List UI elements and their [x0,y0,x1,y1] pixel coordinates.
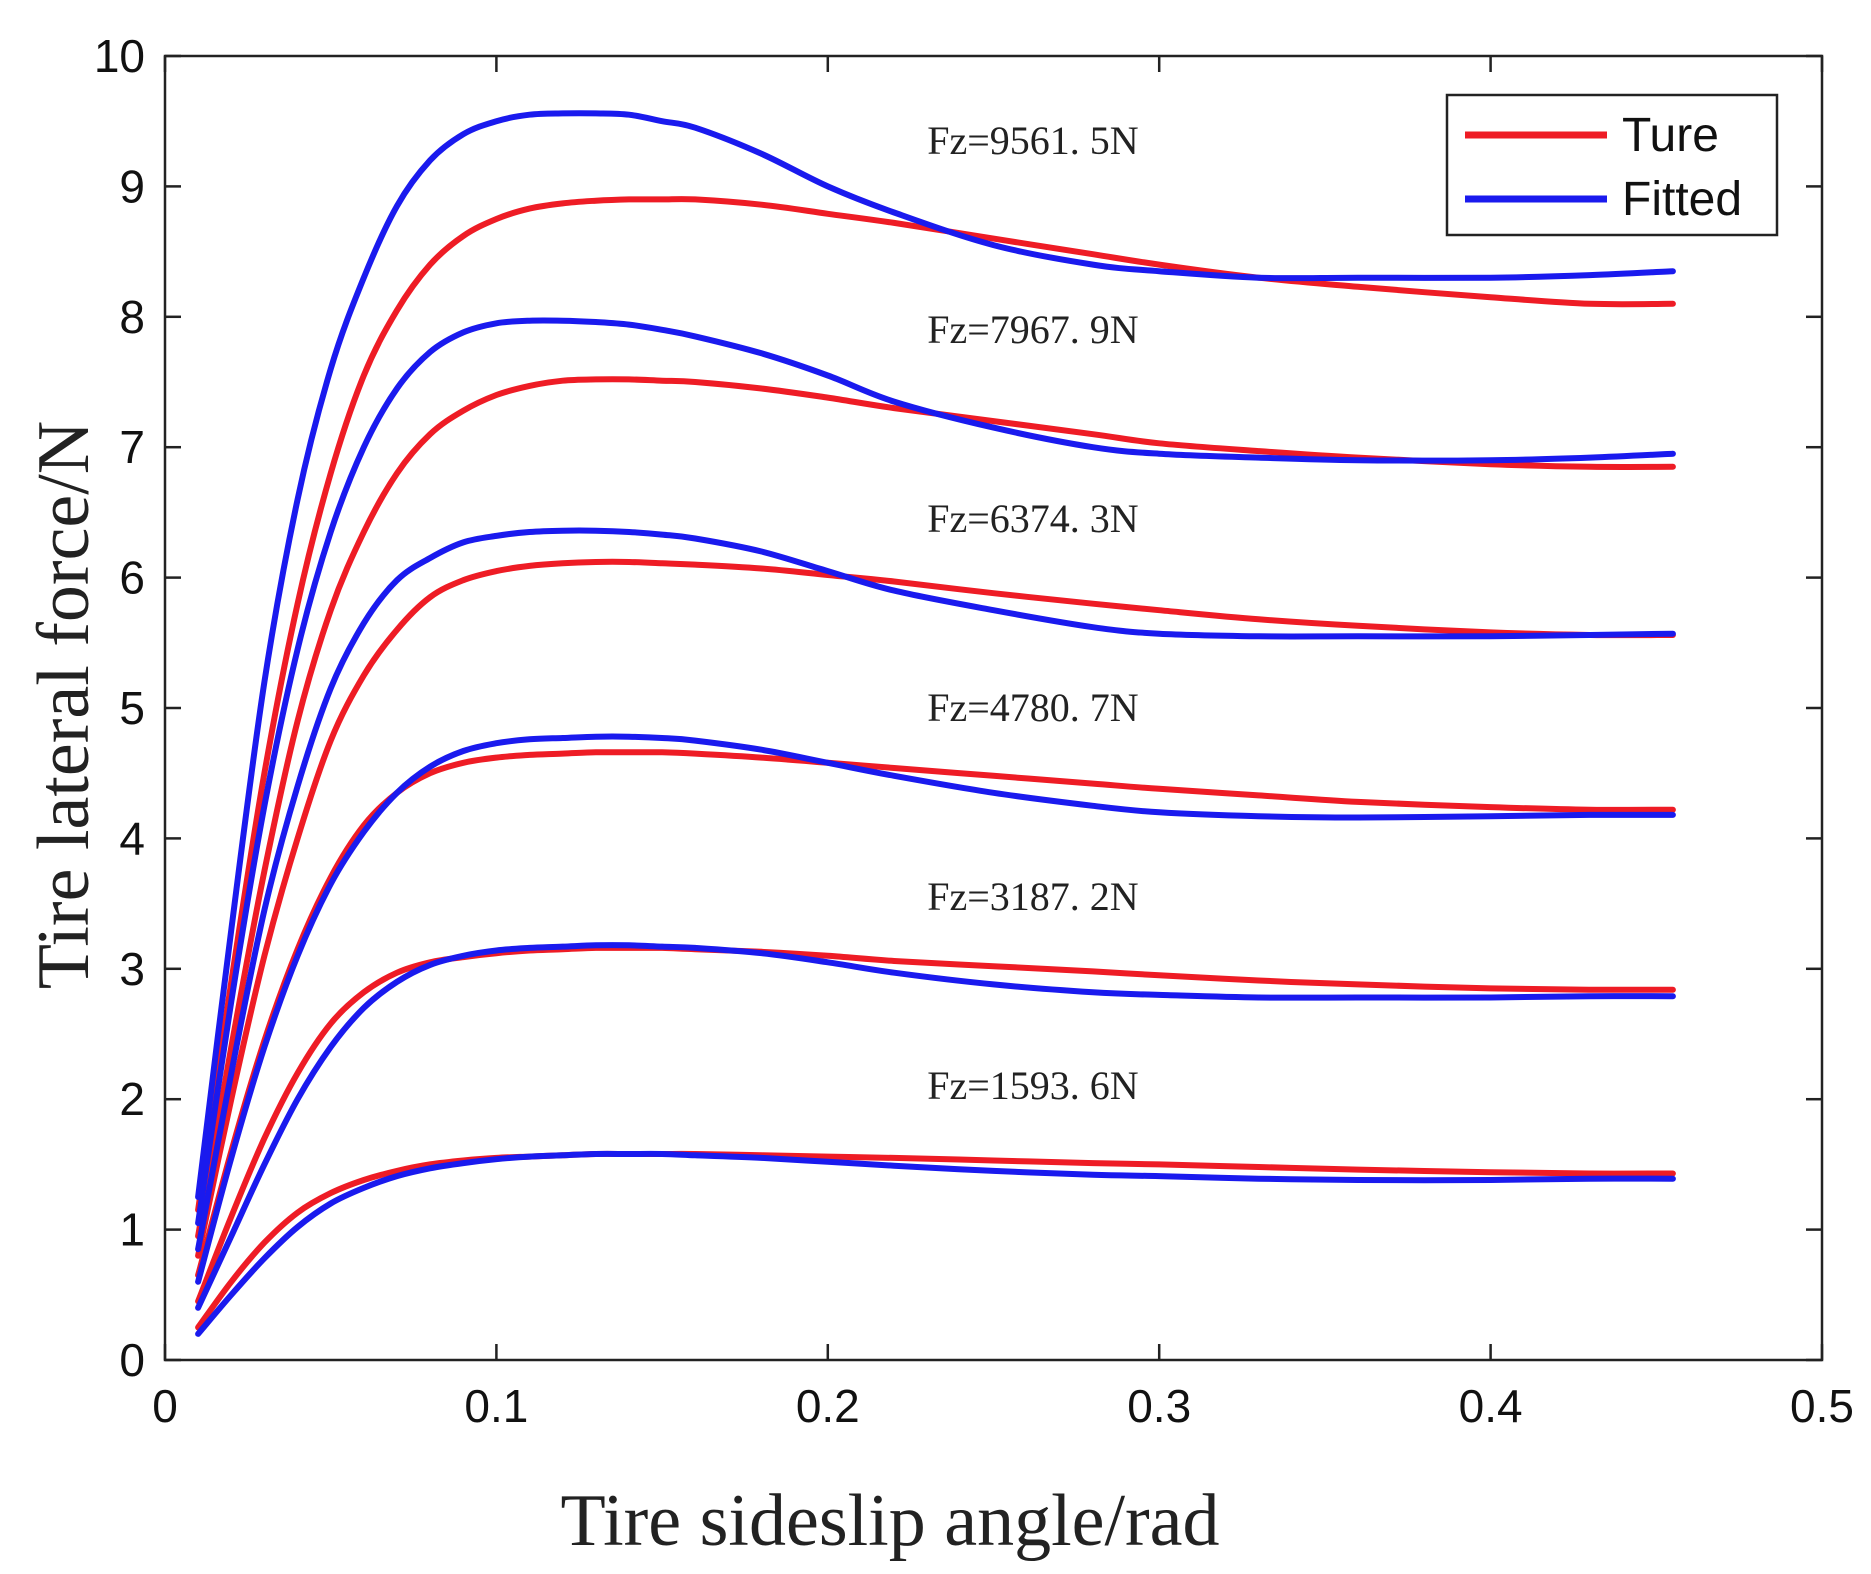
legend: Ture Fitted [1445,93,1779,237]
legend-label-1: Fitted [1622,173,1742,226]
x-axis-label: Tire sideslip angle/rad [560,1480,1219,1562]
y-tick-label: 5 [119,682,145,734]
axis-ticks: 0 0.1 0.2 0.3 0.4 0.5 0 1 2 3 4 5 6 7 8 9 10 [94,30,1854,1432]
curve-label: Fz=3187. 2N [927,874,1138,919]
x-tick-label: 0.2 [796,1380,860,1432]
y-tick-label: 6 [119,552,145,604]
y-tick-label: 2 [119,1073,145,1125]
legend-box [1445,93,1779,237]
y-axis-label: Tire lateral force/N [23,421,105,989]
ture-curve-2 [195,558,1676,1259]
fitted-curve-2 [195,527,1676,1253]
x-tick-label: 0.3 [1127,1380,1191,1432]
ture-curve-1 [195,376,1676,1240]
ture-curve-3 [195,749,1676,1279]
x-tick-label: 0.4 [1459,1380,1523,1432]
curve-label: Fz=4780. 7N [927,685,1138,730]
curve-label: Fz=9561. 5N [927,118,1138,163]
y-tick-label: 4 [119,812,145,864]
curves-layer [195,110,1676,1337]
fitted-curve-1 [195,317,1676,1227]
fitted-curve-0 [195,110,1676,1200]
curve-label: Fz=1593. 6N [927,1063,1138,1108]
curve-label: Fz=7967. 9N [927,307,1138,352]
y-tick-label: 10 [94,30,145,82]
fitted-curve-4 [195,942,1676,1311]
curve-label: Fz=6374. 3N [927,496,1138,541]
x-tick-label: 0.5 [1790,1380,1854,1432]
curve-labels: Fz=9561. 5N Fz=7967. 9N Fz=6374. 3N Fz=4780… [927,118,1138,1108]
x-tick-label: 0.1 [464,1380,528,1432]
y-tick-label: 7 [119,421,145,473]
fitted-curve-5 [195,1150,1676,1337]
y-tick-label: 9 [119,160,145,212]
y-tick-label: 0 [119,1334,145,1386]
fitted-curve-3 [195,733,1676,1285]
y-tick-label: 1 [119,1204,145,1256]
legend-label-0: Ture [1622,109,1719,162]
x-tick-label: 0 [152,1380,178,1432]
y-tick-label: 3 [119,943,145,995]
y-tick-label: 8 [119,291,145,343]
